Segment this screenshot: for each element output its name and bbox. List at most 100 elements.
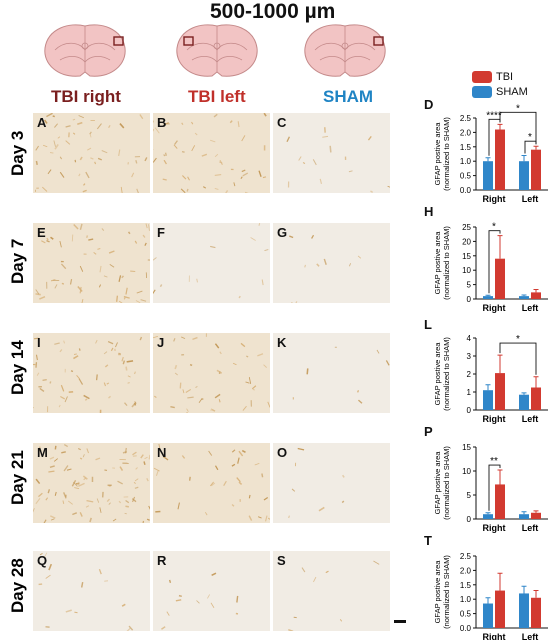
- y-tick-label: 1: [467, 388, 472, 397]
- error-bar: [485, 512, 491, 515]
- significance-label: **: [490, 456, 498, 467]
- y-tick-label: 2.5: [460, 114, 472, 123]
- micrograph-panel: F: [153, 223, 270, 303]
- error-bar: [533, 145, 539, 150]
- chart-letter-h: H: [424, 204, 434, 219]
- bar-sham-left: [519, 394, 529, 410]
- y-axis-label: GFAP postive area(normalized to SHAM): [433, 555, 451, 629]
- significance-bracket: [488, 230, 501, 294]
- y-tick-label: 0.5: [460, 172, 472, 181]
- micrograph-panel: E: [33, 223, 150, 303]
- micrograph-panel: K: [273, 333, 390, 413]
- y-tick-label: 0: [467, 515, 472, 524]
- error-bar: [485, 294, 491, 297]
- micrograph-panel: J: [153, 333, 270, 413]
- micrograph-panel: N: [153, 443, 270, 523]
- x-category-label: Right: [483, 303, 506, 313]
- legend-swatch-sham: [472, 86, 492, 98]
- bar-sham-left: [519, 593, 529, 628]
- significance-bracket: [499, 111, 537, 145]
- significance-bracket: [499, 342, 537, 375]
- error-bar: [485, 597, 491, 604]
- legend-label-sham: SHAM: [496, 86, 528, 98]
- chart-letter-t: T: [424, 533, 432, 548]
- bar-sham-right: [483, 603, 493, 628]
- error-bar: [497, 469, 503, 485]
- chart-letter-p: P: [424, 424, 433, 439]
- error-bar: [533, 510, 539, 513]
- y-tick-label: 1.5: [460, 143, 472, 152]
- group-label-tbi-right: TBI right: [51, 87, 121, 106]
- y-tick-label: 1.0: [460, 595, 472, 604]
- micrograph-texture: [33, 443, 150, 523]
- y-tick-label: 15: [462, 252, 471, 261]
- panel-letter: G: [277, 225, 288, 240]
- panel-letter: C: [277, 115, 287, 130]
- error-bar: [497, 354, 503, 374]
- micrograph-texture: [273, 223, 390, 303]
- y-tick-label: 10: [462, 266, 471, 275]
- y-tick-label: 1.5: [460, 581, 472, 590]
- bar-sham-right: [483, 296, 493, 299]
- error-bar: [497, 123, 503, 130]
- bar-tbi-right: [495, 129, 505, 190]
- error-bar: [533, 590, 539, 598]
- bar-sham-right: [483, 161, 493, 190]
- y-tick-label: 4: [467, 334, 472, 343]
- x-category-label: Left: [522, 194, 539, 204]
- legend-swatch-tbi: [472, 71, 492, 83]
- x-category-label: Left: [522, 303, 539, 313]
- y-tick-label: 2.5: [460, 552, 472, 561]
- micrograph-panel: B: [153, 113, 270, 193]
- bar-tbi-right: [495, 484, 505, 519]
- significance-label: *: [528, 132, 532, 143]
- micrograph-texture: [33, 333, 150, 413]
- micrograph-texture: [33, 223, 150, 303]
- y-axis-label: GFAP postive area(normalized to SHAM): [433, 337, 451, 411]
- micrograph-texture: [153, 223, 270, 303]
- chart-letter-d: D: [424, 97, 434, 112]
- x-category-label: Right: [483, 632, 506, 640]
- micrograph-texture: [273, 113, 390, 193]
- y-tick-label: 1.0: [460, 157, 472, 166]
- chart-letter-l: L: [424, 317, 432, 332]
- y-axis-label: GFAP postive area(normalized to SHAM): [433, 117, 451, 191]
- significance-label: ****: [486, 110, 502, 121]
- significance-label: *: [516, 334, 520, 345]
- y-tick-label: 0.5: [460, 610, 472, 619]
- micrograph-panel: A: [33, 113, 150, 193]
- error-bar: [521, 154, 527, 162]
- y-tick-label: 0: [467, 406, 472, 415]
- bar-tbi-left: [531, 387, 541, 410]
- brain-schematic-tbi-left: [176, 24, 258, 77]
- legend-label-tbi: TBI: [496, 71, 514, 83]
- y-tick-label: 0.0: [460, 186, 472, 195]
- bar-sham-left: [519, 514, 529, 519]
- y-axis-label: GFAP postive area(normalized to SHAM): [433, 446, 451, 520]
- micrograph-texture: [273, 443, 390, 523]
- error-bar: [497, 572, 503, 591]
- x-category-label: Left: [522, 414, 539, 424]
- micrograph-panel: G: [273, 223, 390, 303]
- panel-letter: I: [37, 335, 41, 350]
- y-tick-label: 3: [467, 352, 472, 361]
- bar-tbi-right: [495, 373, 505, 410]
- bar-sham-right: [483, 514, 493, 519]
- micrograph-panel: I: [33, 333, 150, 413]
- y-tick-label: 20: [462, 237, 471, 246]
- x-category-label: Right: [483, 523, 506, 533]
- bar-tbi-right: [495, 590, 505, 628]
- group-label-tbi-left: TBI left: [188, 87, 246, 106]
- micrograph-texture: [153, 551, 270, 631]
- panel-letter: K: [277, 335, 287, 350]
- y-tick-label: 2.0: [460, 128, 472, 137]
- error-bar: [533, 376, 539, 388]
- panel-letter: J: [157, 335, 165, 350]
- micrograph-texture: [153, 443, 270, 523]
- significance-label: *: [516, 103, 520, 114]
